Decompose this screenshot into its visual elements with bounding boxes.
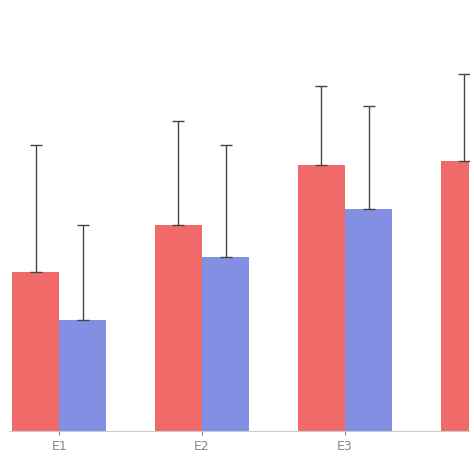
Bar [59,320,106,431]
Bar [12,273,59,431]
Bar [155,225,202,431]
Bar [345,209,392,431]
Bar [298,165,345,431]
Bar [441,161,474,431]
Bar [202,256,249,431]
